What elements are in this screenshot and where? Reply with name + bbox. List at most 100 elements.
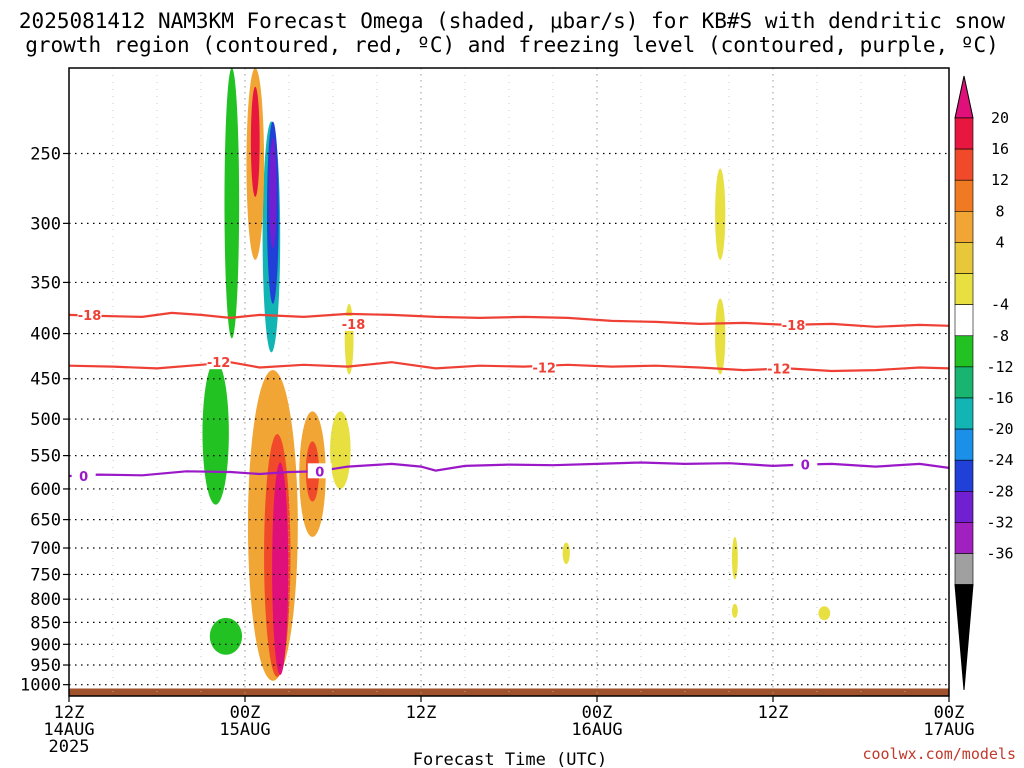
contour-label-bg [341,315,366,331]
colorbar-bin [954,304,974,337]
x-tick-label: 12Z [54,703,85,723]
colorbar-label: -28 [986,482,1013,500]
contour-label: 0 [801,459,810,474]
x-tick-label: 00Z [582,703,613,723]
colorbar-bin [954,428,974,461]
omega-cell-4 [731,603,738,618]
x-tick-label: 2025 [49,737,90,757]
colorbar-bin [954,522,974,554]
pressure-axis: 2503003504004505005506006507007508008509… [20,144,69,696]
colorbar-bin [954,211,974,243]
contour-label: -18 [342,318,366,333]
contour-label-bg [307,463,332,479]
colorbar-label: 12 [991,171,1009,189]
y-tick-label: 600 [30,480,61,500]
colorbar-bin [954,117,974,150]
y-tick-label: 800 [30,590,61,610]
contour-label-bg [532,359,557,375]
colorbar-bin [954,242,974,274]
x-tick-label: 16AUG [571,720,622,740]
colorbar-bin [954,553,974,585]
y-tick-label: 750 [30,565,61,585]
y-tick-label: 400 [30,325,61,345]
y-tick-label: 650 [30,511,61,531]
omega-colorbar: 20 16 12 8 4 -4 -8 -12 -16 -20 -24 -28 -32 -36 [954,75,1014,691]
grid-layer [69,68,949,696]
x-tick-label: 00Z [934,703,965,723]
colorbar-bin [954,148,974,181]
y-tick-label: 500 [30,410,61,430]
omega-cell--8 [202,361,229,505]
credit-text: coolwx.com/models [862,745,1016,763]
omega-cell--8 [209,617,243,655]
omega-cell--8 [224,68,240,339]
contour-label: -12 [767,362,791,377]
contour-layer: -18 -18 -18 -12 -12 -12 0 0 0 [69,306,949,485]
colorbar-label: -32 [986,513,1013,531]
colorbar-bin [954,366,974,399]
contour-label: -12 [207,356,231,371]
colorbar-bin [954,273,974,305]
y-tick-label: 900 [30,635,61,655]
colorbar-label: -20 [986,420,1013,438]
x-tick-label: 14AUG [43,720,94,740]
y-tick-label: 1000 [20,676,61,696]
contour-label-bg [781,316,806,332]
contour-label-bg [206,354,231,370]
terrain-strip [69,688,949,696]
colorbar-label: -12 [986,358,1013,376]
omega-cell-20 [250,86,260,197]
contour-label-bg [77,306,102,322]
omega-cell--28 [269,137,277,249]
x-tick-label: 12Z [758,703,789,723]
contour-line [69,311,949,328]
omega-cell-4 [731,536,738,580]
colorbar-bin [954,179,974,212]
y-tick-label: 850 [30,613,61,633]
y-tick-label: 350 [30,273,61,293]
colorbar-label: -24 [986,451,1013,469]
ground-layer [69,688,949,696]
colorbar-bin [954,491,974,523]
colorbar-bottom-arrow [954,584,974,691]
colorbar-label: -16 [986,389,1013,407]
y-tick-label: 950 [30,656,61,676]
x-tick-label: 00Z [230,703,261,723]
omega-cell-4 [562,542,570,565]
contour-label-bg [71,467,96,483]
contour-label: -12 [532,361,556,376]
colorbar-label: 8 [995,202,1004,220]
y-tick-label: 550 [30,447,61,467]
colorbar-label: 20 [991,109,1009,127]
plot-frame [68,67,950,697]
x-tick-label: 17AUG [923,720,974,740]
omega-cell-20 [272,462,289,675]
x-tick-label: 12Z [406,703,437,723]
chart-title-line2: growth region (contoured, red, ºC) and f… [25,33,999,57]
omega-cell-4 [715,298,726,375]
contour-label: -18 [782,319,806,334]
colorbar-bin [954,459,974,492]
colorbar-top-arrow [954,75,974,119]
colorbar-label: 4 [995,233,1004,251]
colorbar-label: -8 [991,327,1009,345]
x-tick-label: 15AUG [219,720,270,740]
y-tick-label: 300 [30,214,61,234]
omega-cell-4 [330,411,351,489]
chart-title-line1: 2025081412 NAM3KM Forecast Omega (shaded… [19,9,1006,33]
contour-label-bg [766,360,791,376]
colorbar-label: 16 [991,140,1009,158]
y-tick-label: 700 [30,539,61,559]
contour-label: -18 [78,309,102,324]
y-tick-label: 450 [30,370,61,390]
contour-label: 0 [79,470,88,485]
contour-label: 0 [315,465,324,480]
colorbar-bin [954,397,974,430]
colorbar-label: -4 [991,296,1009,314]
colorbar-bin [954,335,974,368]
x-axis-title: Forecast Time (UTC) [413,750,607,768]
omega-cell-4 [818,606,831,621]
colorbar-label: -36 [986,545,1013,563]
